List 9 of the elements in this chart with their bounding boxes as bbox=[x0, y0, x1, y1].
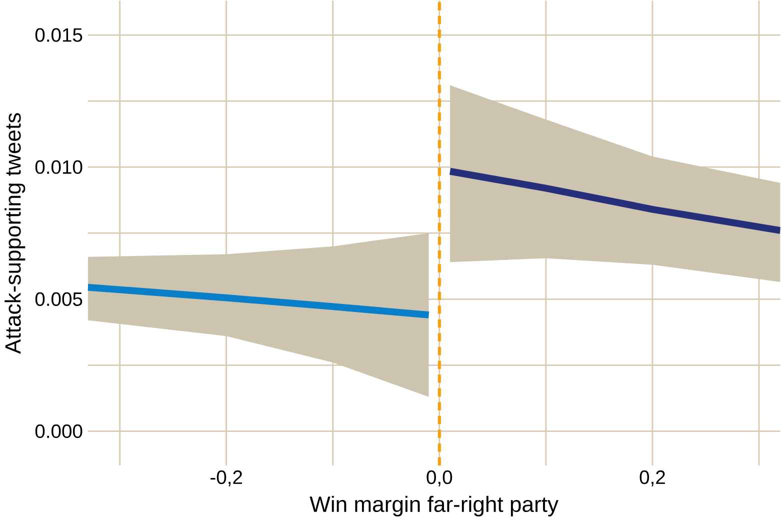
y-tick-label: 0.010 bbox=[35, 160, 82, 174]
x-axis-title: Win margin far-right party bbox=[310, 496, 558, 516]
y-tick-label: 0.005 bbox=[35, 292, 82, 306]
x-tick-label: -0,2 bbox=[210, 470, 242, 486]
x-tick-label: 0,2 bbox=[640, 470, 665, 486]
y-tick-label: 0.015 bbox=[35, 28, 82, 42]
y-axis-title: Attack-supporting tweets bbox=[4, 113, 26, 354]
x-tick-label: 0,0 bbox=[426, 470, 452, 486]
y-tick-label: 0.000 bbox=[35, 424, 82, 438]
